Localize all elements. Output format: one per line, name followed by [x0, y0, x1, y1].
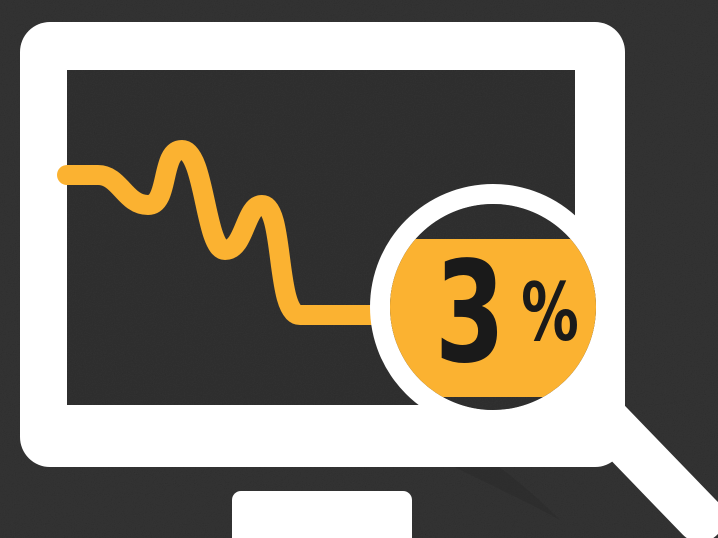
declining-trend-line	[57, 140, 405, 325]
magnifying-glass-icon: 3 %	[370, 184, 718, 538]
magnifier-handle	[561, 375, 718, 538]
monitor-stand	[232, 491, 412, 538]
badge-band	[390, 239, 596, 397]
monitor-icon	[20, 22, 625, 538]
badge-number: 3	[435, 231, 505, 394]
badge-percent: %	[521, 267, 579, 360]
